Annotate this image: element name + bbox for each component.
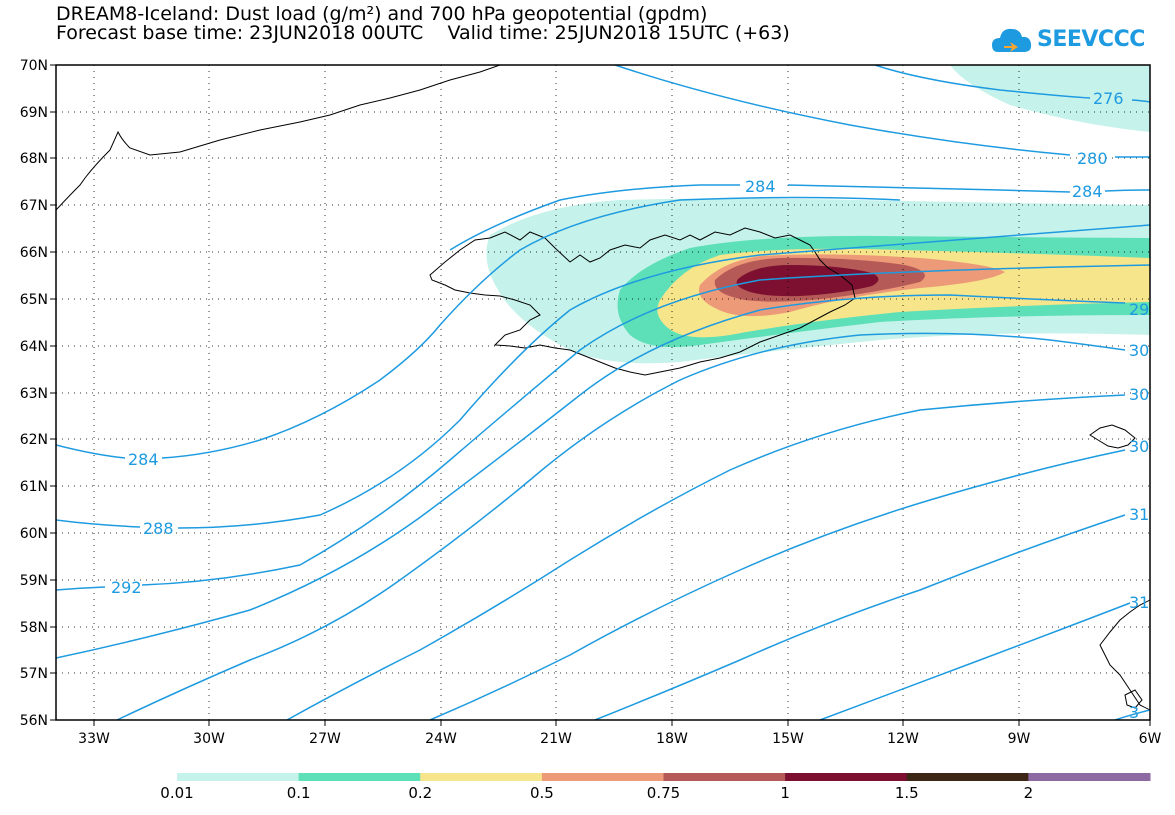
legend-swatch [663, 773, 786, 781]
legend-label: 1 [780, 784, 790, 802]
lat-label: 70N [20, 58, 48, 74]
legend-label: 2 [1023, 784, 1034, 802]
contour-label: 280 [1077, 149, 1108, 168]
lon-label: 12W [887, 731, 919, 747]
lat-label: 67N [20, 198, 48, 214]
lat-label: 64N [20, 339, 48, 355]
lat-label: 63N [20, 386, 48, 402]
cloud-logo-icon [992, 28, 1032, 52]
lat-label: 60N [20, 526, 48, 542]
contour-label: 30 [1129, 341, 1149, 360]
contour-label: 284 [128, 450, 159, 469]
forecast-base-time: Forecast base time: 23JUN2018 00UTC [56, 22, 424, 44]
geopotential-contours [56, 65, 1150, 720]
axis-ticks [50, 64, 1151, 726]
legend-label: 0.1 [286, 784, 311, 802]
contour-label: 30 [1129, 385, 1149, 404]
legend-label: 0.01 [160, 784, 194, 802]
contour-label: 284 [745, 177, 776, 196]
longitude-labels: 33W 30W 27W 24W 21W 18W 15W 12W 9W 6W [78, 731, 1161, 747]
legend-colorbar [177, 773, 1151, 781]
contour-label: 29 [1129, 300, 1149, 319]
contour-label: 3 [1129, 703, 1139, 722]
legend-swatch [420, 773, 543, 781]
legend-label: 0.75 [646, 784, 681, 802]
lat-label: 56N [20, 713, 48, 729]
contour-label: 284 [1072, 182, 1103, 201]
contour-label: 31 [1129, 593, 1149, 612]
legend-swatch [177, 773, 300, 781]
legend-swatch [1028, 773, 1151, 781]
lon-label: 30W [193, 731, 225, 747]
contour-label: 292 [111, 578, 142, 597]
contour-label: 288 [143, 519, 174, 538]
lon-label: 18W [656, 731, 688, 747]
latitude-labels: 70N 69N 68N 67N 66N 65N 64N 63N 62N 61N … [20, 58, 48, 729]
lat-label: 68N [20, 151, 48, 167]
contour-label: 31 [1129, 505, 1149, 524]
lat-label: 66N [20, 245, 48, 261]
coastlines [56, 65, 1150, 711]
legend-swatch [541, 773, 664, 781]
valid-time: Valid time: 25JUN2018 15UTC (+63) [447, 22, 790, 44]
lon-label: 27W [309, 731, 341, 747]
lon-label: 33W [78, 731, 110, 747]
lat-label: 62N [20, 432, 48, 448]
contour-label: 30 [1129, 437, 1149, 456]
map-subtitle: Forecast base time: 23JUN2018 00UTC Vali… [56, 23, 790, 43]
lat-label: 65N [20, 292, 48, 308]
map-title: DREAM8-Iceland: Dust load (g/m²) and 700… [56, 3, 708, 25]
legend-swatch [785, 773, 908, 781]
logo-text: SEEVCCC [1037, 27, 1145, 52]
contour-labels: 276 280 284 284 284 288 292 29 30 30 30 … [111, 89, 1149, 722]
lat-label: 58N [20, 620, 48, 636]
legend-label: 0.5 [529, 784, 554, 802]
lon-label: 15W [772, 731, 804, 747]
lon-label: 24W [425, 731, 457, 747]
lat-label: 69N [20, 105, 48, 121]
lon-label: 9W [1008, 731, 1031, 747]
legend-swatch [298, 773, 421, 781]
contour-label: 276 [1093, 89, 1124, 108]
legend-label: 0.2 [408, 784, 433, 802]
lat-label: 59N [20, 573, 48, 589]
graticule [56, 65, 1150, 720]
legend-label: 1.5 [894, 784, 919, 802]
lon-label: 6W [1139, 731, 1162, 747]
lat-label: 61N [20, 479, 48, 495]
legend-swatch [906, 773, 1029, 781]
lat-label: 57N [20, 666, 48, 682]
lon-label: 21W [540, 731, 572, 747]
